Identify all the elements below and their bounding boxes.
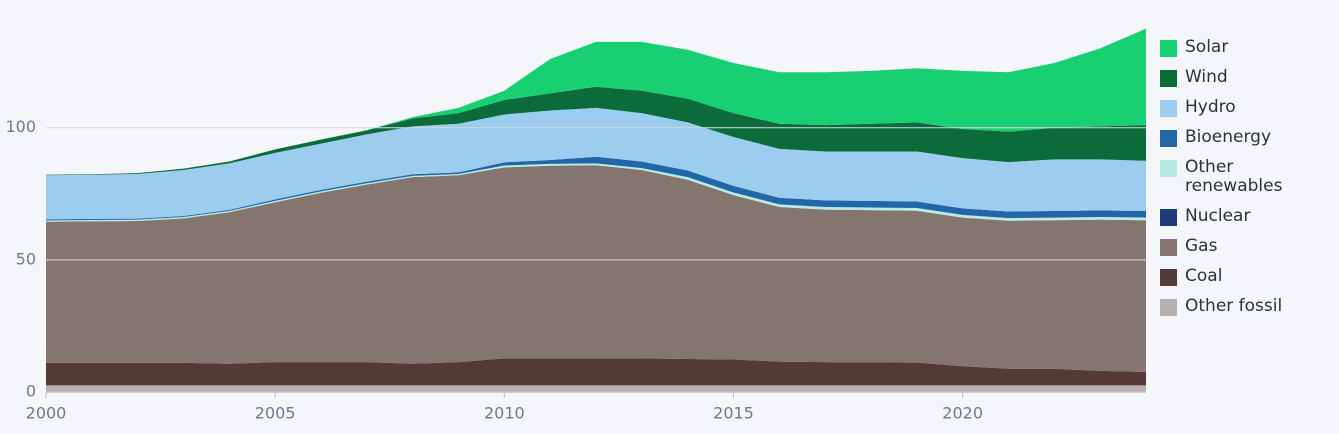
legend-label: Other fossil (1185, 296, 1283, 316)
area (46, 358, 1146, 386)
area (46, 385, 1146, 392)
x-tick-label: 2015 (713, 404, 754, 423)
legend-label: Hydro (1185, 97, 1236, 117)
legend-swatch (1160, 209, 1177, 226)
legend-swatch (1160, 100, 1177, 117)
legend-swatch (1160, 269, 1177, 286)
area (46, 28, 1146, 175)
legend-item: Wind (1160, 68, 1335, 98)
area (46, 165, 1146, 372)
x-tick-label: 2010 (484, 404, 525, 423)
legend-item: Hydro (1160, 98, 1335, 128)
legend-item: Other fossil (1160, 297, 1335, 327)
legend-label: Wind (1185, 67, 1228, 87)
y-tick-label: 50 (16, 249, 36, 268)
area (46, 156, 1146, 221)
legend-label: Other renewables (1185, 157, 1283, 196)
legend-swatch (1160, 239, 1177, 256)
legend: Solar Wind Hydro Bioenergy Other renewables N… (1160, 38, 1335, 327)
legend-item: Gas (1160, 237, 1335, 267)
y-tick-label: 100 (5, 117, 36, 136)
area (46, 107, 1146, 220)
legend-label: Coal (1185, 266, 1223, 286)
legend-label: Nuclear (1185, 206, 1251, 226)
legend-item: Other renewables (1160, 158, 1335, 207)
area (46, 86, 1146, 176)
legend-item: Coal (1160, 267, 1335, 297)
x-tick-label: 2000 (26, 404, 67, 423)
legend-label: Bioenergy (1185, 127, 1272, 147)
legend-item: Solar (1160, 38, 1335, 68)
legend-swatch (1160, 299, 1177, 316)
legend-item: Nuclear (1160, 207, 1335, 237)
x-tick-label: 2005 (255, 404, 296, 423)
chart: 0 50 100 2000 2005 2010 2015 2020 (5, 28, 1146, 423)
legend-label: Gas (1185, 236, 1218, 256)
legend-swatch (1160, 70, 1177, 87)
areas (46, 28, 1146, 392)
legend-item: Bioenergy (1160, 128, 1335, 158)
legend-swatch (1160, 160, 1177, 177)
y-tick-label: 0 (26, 382, 36, 401)
legend-swatch (1160, 130, 1177, 147)
legend-label: Solar (1185, 37, 1229, 57)
x-tick-label: 2020 (942, 404, 983, 423)
legend-swatch (1160, 40, 1177, 57)
